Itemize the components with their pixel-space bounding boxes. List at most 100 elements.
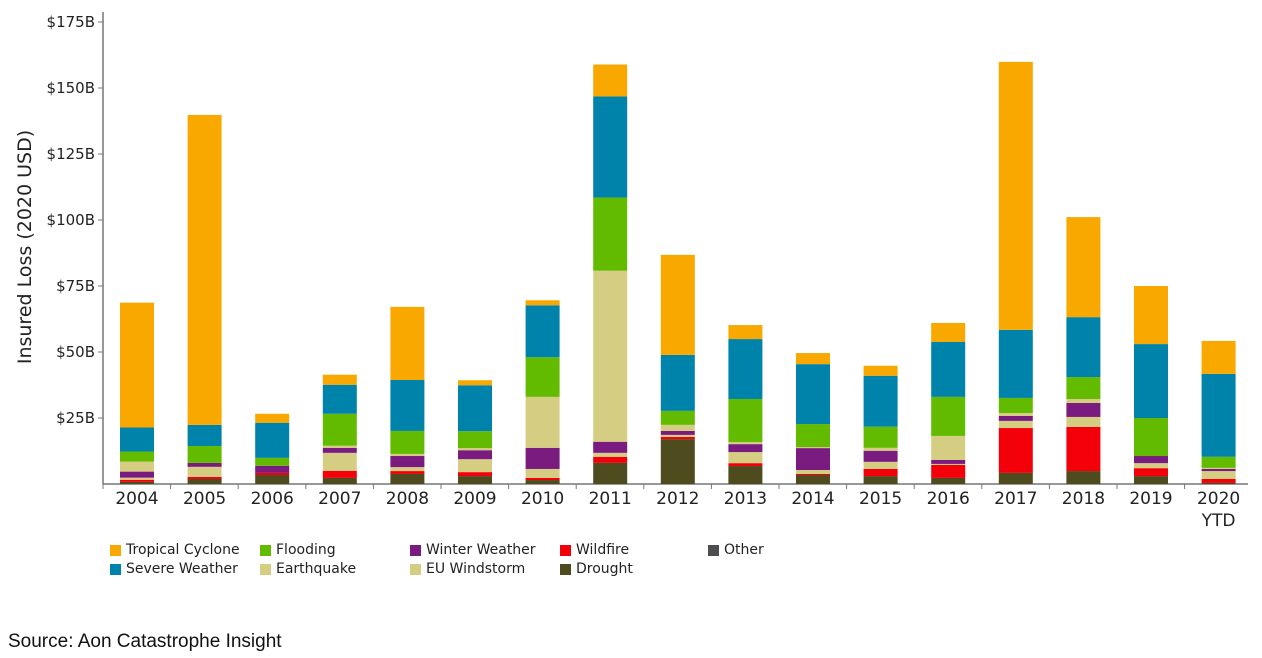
bar-segment-tropical-cyclone: [660, 254, 695, 355]
bar-segment-flooding: [255, 457, 290, 466]
bar-stack: [998, 61, 1033, 484]
stacked-bar-chart: $25B$50B$75B$100B$125B$150B$175B 2004 200…: [14, 12, 1248, 531]
bar-segment-flooding: [660, 410, 695, 425]
bar-segment-wildfire: [525, 477, 560, 481]
bar-segment-tropical-cyclone: [796, 353, 830, 365]
bar-segment-wildfire: [998, 428, 1033, 473]
y-tick-label: $75B: [56, 277, 95, 295]
bar-segment-tropical-cyclone: [390, 306, 425, 380]
bar-segment-winter-weather: [255, 465, 290, 473]
x-tick-label: YTD: [1201, 511, 1236, 531]
bar-segment-flooding: [863, 426, 898, 448]
bar-stack: [1066, 217, 1101, 484]
bar-segment-flooding: [525, 357, 560, 397]
bar-segment-drought: [525, 480, 560, 484]
bar-segment-flooding: [998, 397, 1033, 413]
legend-swatch: [110, 563, 121, 575]
bar-segment-eu-windstorm: [390, 467, 425, 472]
bar-segment-winter-weather: [863, 450, 898, 462]
legend-swatch: [708, 544, 719, 556]
bar-segment-drought: [998, 472, 1033, 484]
bar-stack: [120, 302, 154, 484]
bar-segment-eu-windstorm: [728, 452, 763, 464]
legend-swatch: [260, 544, 271, 556]
x-tick-label: 2018: [1062, 489, 1105, 509]
bar-segment-tropical-cyclone: [525, 300, 560, 306]
legend-label: Tropical Cyclone: [126, 542, 240, 558]
legend-label: Wildfire: [576, 542, 630, 558]
bar-segment-wildfire: [796, 473, 830, 476]
bar-segment-tropical-cyclone: [458, 380, 492, 386]
bar-segment-winter-weather: [322, 447, 357, 453]
legend-swatch: [260, 563, 271, 575]
y-tick-label: $175B: [47, 13, 95, 31]
bar-segment-eu-windstorm: [458, 459, 492, 473]
bar-segment-drought: [1201, 482, 1236, 484]
bar-segment-wildfire: [187, 476, 222, 479]
bar-segment-wildfire: [458, 472, 492, 477]
bar-stack: [255, 413, 290, 484]
bar-segment-flooding: [322, 413, 357, 446]
bar-segment-flooding: [796, 424, 830, 448]
bar-segment-earthquake: [525, 396, 560, 448]
bar-segment-earthquake: [593, 270, 628, 442]
bar-segment-severe-weather: [863, 375, 898, 427]
bar-segment-tropical-cyclone: [1134, 286, 1168, 345]
legend-swatch: [560, 544, 571, 556]
bar-segment-winter-weather: [660, 430, 695, 435]
bar-segment-severe-weather: [322, 384, 357, 414]
bar-segment-severe-weather: [255, 422, 290, 458]
bar-segment-winter-weather: [1201, 468, 1236, 472]
y-tick-label: $125B: [47, 145, 95, 163]
x-tick-label: 2013: [724, 489, 767, 509]
x-tick-label: 2011: [589, 489, 632, 509]
bar-segment-flooding: [931, 396, 966, 436]
bar-segment-earthquake: [1066, 398, 1101, 403]
legend-swatch: [560, 563, 571, 575]
bar-segment-flooding: [187, 445, 222, 463]
legend-swatch: [110, 544, 121, 556]
legend-item-wildfire: Wildfire: [560, 542, 629, 558]
bar-segment-wildfire: [322, 470, 357, 478]
bar-segment-winter-weather: [796, 448, 830, 471]
y-axis-title: Insured Loss (2020 USD): [14, 130, 36, 364]
bar-segment-earthquake: [998, 412, 1033, 416]
bar-segment-wildfire: [1134, 468, 1168, 477]
bar-segment-drought: [1066, 471, 1101, 484]
bars: [120, 61, 1236, 484]
legend-swatch: [410, 563, 421, 575]
legend-item-flooding: Flooding: [260, 542, 336, 558]
bar-segment-winter-weather: [390, 456, 425, 468]
bar-segment-drought: [796, 475, 830, 484]
legend: Tropical Cyclone Severe Weather Flooding…: [110, 542, 810, 582]
x-tick-label: 2005: [183, 489, 226, 509]
bar-stack: [863, 365, 898, 484]
legend-label: Flooding: [276, 542, 336, 558]
bar-stack: [458, 380, 492, 484]
y-tick-label: $50B: [56, 343, 95, 361]
bar-segment-winter-weather: [1066, 402, 1101, 417]
bar-segment-earthquake: [931, 435, 966, 460]
bar-stack: [728, 325, 763, 484]
bar-segment-severe-weather: [187, 424, 222, 446]
bar-segment-severe-weather: [796, 364, 830, 425]
bar-segment-tropical-cyclone: [863, 365, 898, 376]
bar-segment-drought: [931, 477, 966, 484]
y-tick-label: $150B: [47, 79, 95, 97]
bar-segment-tropical-cyclone: [1201, 340, 1236, 374]
legend-item-other: Other: [708, 542, 764, 558]
bar-segment-winter-weather: [593, 441, 628, 453]
legend-label: Winter Weather: [426, 542, 536, 558]
bar-segment-severe-weather: [931, 341, 966, 397]
x-tick-label: 2020: [1197, 489, 1240, 509]
bar-segment-eu-windstorm: [863, 461, 898, 469]
bar-stack: [1134, 286, 1168, 484]
x-tick-label: 2006: [251, 489, 294, 509]
y-tick-label: $25B: [56, 409, 95, 427]
bar-segment-drought: [120, 481, 154, 484]
x-tick-label: 2007: [318, 489, 361, 509]
bar-segment-eu-windstorm: [1201, 471, 1236, 479]
legend-item-severe-weather: Severe Weather: [110, 561, 238, 577]
bar-segment-flooding: [1201, 456, 1236, 468]
bar-segment-wildfire: [863, 468, 898, 477]
